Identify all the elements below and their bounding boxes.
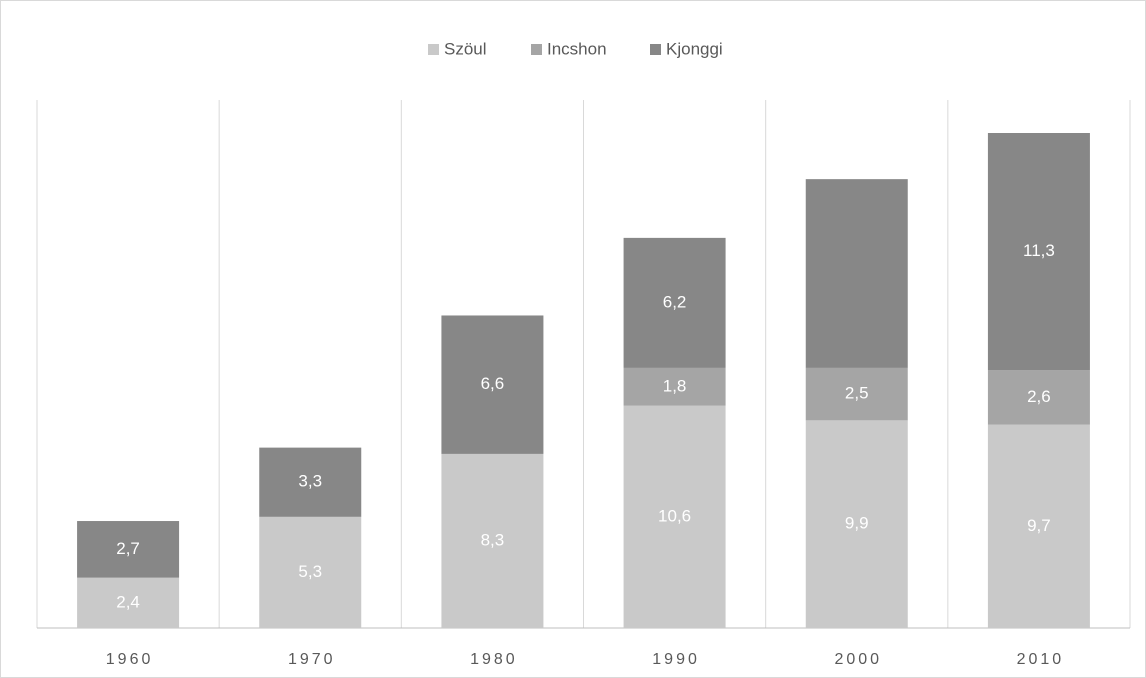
x-tick-label: 1970 (288, 651, 336, 668)
legend-label: Szöul (444, 39, 487, 58)
bar-segment (987, 424, 1090, 628)
x-tick-label: 2010 (1017, 651, 1065, 668)
data-label: 11,3 (1023, 241, 1055, 260)
bar-segment (805, 179, 908, 368)
data-label: 2,6 (1027, 387, 1051, 406)
data-label: 10,6 (658, 506, 691, 525)
legend-swatch (531, 44, 542, 55)
bar-segment (805, 367, 908, 421)
data-label: 2,4 (116, 592, 140, 611)
data-label: 9,7 (1027, 516, 1051, 535)
bar-segment (441, 453, 544, 628)
data-label: 2,5 (845, 384, 869, 403)
data-label: 9,9 (845, 514, 869, 533)
x-tick-label: 2000 (834, 651, 882, 668)
data-label: 2,7 (116, 539, 140, 558)
bar-segment (623, 405, 726, 628)
data-label: 3,3 (298, 472, 322, 491)
bar-segment (987, 370, 1090, 425)
bar-segment (805, 420, 908, 628)
bar-segment (441, 315, 544, 454)
legend-swatch (650, 44, 661, 55)
data-label: 6,2 (663, 292, 687, 311)
bar-segment (77, 577, 180, 628)
x-tick-label: 1960 (106, 651, 154, 668)
data-label: 1,8 (663, 376, 687, 395)
data-label: 8,3 (481, 530, 505, 549)
legend-label: Kjonggi (666, 39, 723, 58)
legend-swatch (428, 44, 439, 55)
bar-segment (259, 516, 362, 628)
bar-segment (623, 237, 726, 368)
data-label: 5,3 (298, 562, 322, 581)
x-tick-label: 1990 (652, 651, 700, 668)
bar-segment (77, 521, 180, 578)
data-label: 6,6 (481, 374, 505, 393)
bar-segment (987, 133, 1090, 371)
x-tick-label: 1980 (470, 651, 518, 668)
bar-segment (623, 367, 726, 406)
bar-segment (259, 447, 362, 517)
legend-label: Incshon (547, 39, 607, 58)
